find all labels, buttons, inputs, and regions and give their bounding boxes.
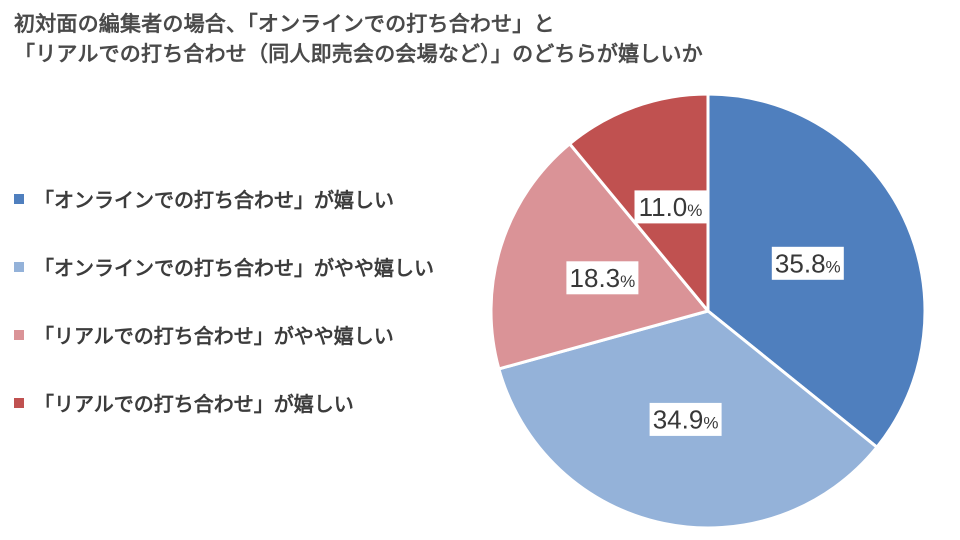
- pie-data-label-2: 18.3%: [566, 261, 639, 295]
- pie-data-label-text: 34.9%: [653, 404, 719, 434]
- pie-slice-2: [489, 142, 710, 371]
- legend-swatch-icon: [14, 329, 24, 340]
- legend-item-1: 「オンラインでの打ち合わせ」がやや嬉しい: [14, 252, 434, 281]
- pie-data-label-box: [649, 402, 722, 436]
- pie-data-label-1: 34.9%: [649, 402, 722, 436]
- pie-data-label-0: 35.8%: [771, 246, 844, 280]
- chart-title-line1: 初対面の編集者の場合、「オンラインでの打ち合わせ」と: [14, 13, 555, 36]
- legend-item-3: 「リアルでの打ち合わせ」が嬉しい: [14, 388, 434, 417]
- pie-data-label-3: 11.0%: [634, 190, 707, 224]
- legend-label: 「リアルでの打ち合わせ」が嬉しい: [34, 394, 354, 416]
- legend-swatch-icon: [14, 261, 24, 272]
- chart-title-line2: 「リアルでの打ち合わせ（同人即売会の会場など）」のどちらが嬉しいか: [14, 43, 703, 67]
- chart-title: 初対面の編集者の場合、「オンラインでの打ち合わせ」と 「リアルでの打ち合わせ（同…: [14, 10, 703, 71]
- legend-swatch-icon: [14, 397, 24, 408]
- legend-item-2: 「リアルでの打ち合わせ」がやや嬉しい: [14, 320, 434, 349]
- pie-data-label-box: [771, 246, 844, 280]
- chart-legend: 「オンラインでの打ち合わせ」が嬉しい「オンラインでの打ち合わせ」がやや嬉しい 「リ…: [14, 184, 434, 417]
- legend-swatch-icon: [14, 193, 24, 204]
- legend-label: 「リアルでの打ち合わせ」がやや嬉しい: [34, 326, 394, 348]
- legend-item-0: 「オンラインでの打ち合わせ」が嬉しい: [14, 184, 434, 213]
- pie-data-label-text: 18.3%: [570, 263, 636, 293]
- pie-data-label-box: [634, 190, 707, 224]
- pie-data-label-text: 11.0%: [639, 192, 703, 222]
- legend-label: 「オンラインでの打ち合わせ」がやや嬉しい: [34, 258, 434, 280]
- pie-data-label-box: [566, 261, 639, 295]
- legend-label: 「オンラインでの打ち合わせ」が嬉しい: [34, 190, 394, 212]
- pie-data-label-text: 35.8%: [775, 248, 841, 278]
